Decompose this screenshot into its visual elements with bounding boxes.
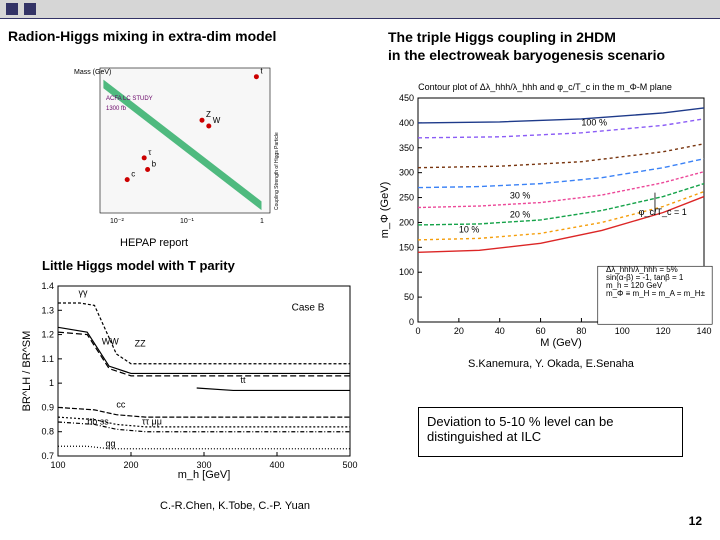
title-right-line1: The triple Higgs coupling in 2HDM [388, 29, 616, 45]
chart1-lumi: 1300 fb [106, 106, 127, 112]
svg-text:0: 0 [409, 317, 414, 327]
title-little-higgs: Little Higgs model with T parity [42, 258, 235, 273]
svg-text:100: 100 [50, 460, 65, 470]
svg-text:120: 120 [656, 326, 671, 336]
svg-text:γγ: γγ [78, 288, 88, 298]
svg-text:1.2: 1.2 [41, 330, 54, 340]
svg-text:400: 400 [399, 118, 414, 128]
chart1-xt3: 1 [260, 218, 264, 225]
svg-text:0.7: 0.7 [41, 451, 54, 461]
svg-text:Z: Z [206, 110, 211, 119]
svg-text:100 %: 100 % [581, 117, 607, 127]
svg-text:m_Φ (GeV): m_Φ (GeV) [379, 182, 391, 238]
svg-text:200: 200 [123, 460, 138, 470]
svg-text:50: 50 [404, 292, 414, 302]
title-triple-higgs: The triple Higgs coupling in 2HDM in the… [388, 28, 665, 64]
svg-text:10 %: 10 % [459, 224, 480, 234]
svg-text:ZZ: ZZ [135, 339, 146, 349]
svg-text:tt: tt [241, 375, 247, 385]
svg-text:350: 350 [399, 143, 414, 153]
credit-kanemura: S.Kanemura, Y. Okada, E.Senaha [468, 358, 634, 370]
svg-text:450: 450 [399, 93, 414, 103]
hepap-caption: HEPAP report [120, 237, 188, 249]
svg-text:m_h [GeV]: m_h [GeV] [178, 469, 231, 481]
svg-text:1.3: 1.3 [41, 305, 54, 315]
svg-text:0.8: 0.8 [41, 427, 54, 437]
chart1-rlabel: Coupling Strength of Higgs Particle [274, 132, 280, 210]
svg-text:30 %: 30 % [510, 191, 531, 201]
svg-text:ττ μμ: ττ μμ [142, 416, 162, 426]
svg-text:100: 100 [615, 326, 630, 336]
svg-text:1.4: 1.4 [41, 281, 54, 291]
svg-text:W: W [213, 116, 221, 125]
svg-text:60: 60 [536, 326, 546, 336]
svg-text:M (GeV): M (GeV) [540, 337, 582, 349]
radion-higgs-chart: tZWbτc Mass (GeV) ACFA LC STUDY 1300 fb … [70, 60, 310, 230]
svg-text:φ_c/T_c = 1: φ_c/T_c = 1 [639, 207, 687, 217]
svg-text:400: 400 [269, 460, 284, 470]
header-square-1 [6, 3, 18, 15]
credit-chen: C.-R.Chen, K.Tobe, C.-P. Yuan [160, 500, 310, 512]
svg-text:150: 150 [399, 242, 414, 252]
svg-text:0: 0 [415, 326, 420, 336]
svg-text:c: c [131, 170, 135, 179]
page-number: 12 [689, 514, 702, 528]
svg-text:140: 140 [696, 326, 711, 336]
svg-text:200: 200 [399, 217, 414, 227]
svg-text:m_Φ ≡ m_H = m_A = m_H±: m_Φ ≡ m_H = m_A = m_H± [606, 289, 706, 298]
svg-text:500: 500 [342, 460, 357, 470]
chart1-ylabel: Mass (GeV) [74, 69, 111, 76]
header-bar [0, 0, 720, 19]
chart1-xt2: 10⁻¹ [180, 218, 194, 225]
svg-text:250: 250 [399, 193, 414, 203]
title-right-line2: in the electroweak baryogenesis scenario [388, 47, 665, 63]
svg-text:Case B: Case B [292, 302, 325, 313]
title-radion-higgs: Radion-Higgs mixing in extra-dim model [8, 28, 276, 44]
svg-text:20 %: 20 % [510, 209, 531, 219]
svg-text:40: 40 [495, 326, 505, 336]
svg-text:80: 80 [576, 326, 586, 336]
svg-text:BR^LH / BR^SM: BR^LH / BR^SM [21, 331, 33, 412]
deviation-box: Deviation to 5-10 % level can be disting… [418, 407, 683, 457]
svg-text:1: 1 [49, 378, 54, 388]
header-square-2 [24, 3, 36, 15]
svg-text:1.1: 1.1 [41, 354, 54, 364]
svg-text:Contour plot of Δλ_hhh/λ_hhh a: Contour plot of Δλ_hhh/λ_hhh and φ_c/T_c… [418, 82, 672, 92]
svg-text:b: b [152, 160, 157, 169]
svg-text:100: 100 [399, 267, 414, 277]
svg-text:bb ss: bb ss [87, 416, 109, 426]
chart1-xt1: 10⁻² [110, 218, 124, 225]
svg-text:WW: WW [102, 336, 119, 346]
little-higgs-chart: 1002003004005000.70.80.911.11.21.31.4γγW… [20, 278, 360, 482]
chart1-acfa: ACFA LC STUDY [106, 96, 153, 102]
contour-chart: Contour plot of Δλ_hhh/λ_hhh and φ_c/T_c… [376, 78, 714, 350]
svg-text:300: 300 [399, 168, 414, 178]
svg-text:gg: gg [105, 438, 115, 448]
svg-text:cc: cc [116, 399, 126, 409]
svg-text:0.9: 0.9 [41, 402, 54, 412]
svg-text:20: 20 [454, 326, 464, 336]
